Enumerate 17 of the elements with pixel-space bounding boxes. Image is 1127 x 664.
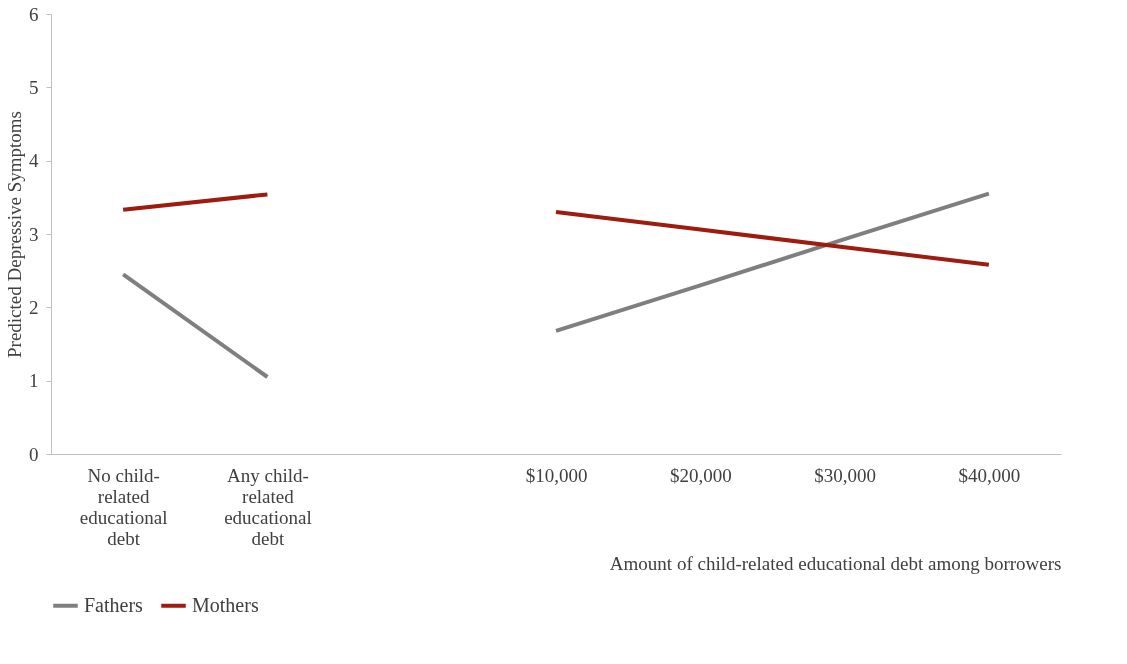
y-axis-title: Predicted Depressive Symptoms — [4, 111, 25, 358]
x-tick-label: $20,000 — [669, 464, 732, 486]
y-tick-label: 2 — [29, 296, 39, 318]
legend-label: Fathers — [84, 593, 144, 616]
y-tick-label: 1 — [29, 370, 39, 392]
y-tick-label: 3 — [29, 223, 39, 245]
x-tick-label: $30,000 — [814, 464, 876, 486]
y-tick-label: 5 — [29, 76, 39, 98]
x-tick-label: $10,000 — [525, 464, 588, 486]
x-tick-label: $40,000 — [958, 464, 1021, 486]
x-tick-label: No child-related educational debt — [79, 464, 168, 549]
x-axis-title: Amount of child-related educational debt among borrowers — [609, 552, 1062, 574]
y-tick-label: 4 — [29, 150, 39, 172]
y-tick-label: 0 — [29, 443, 39, 465]
y-tick-label: 6 — [29, 3, 39, 25]
legend-label: Mothers — [192, 593, 259, 616]
x-tick-label: Any child-related educational debt — [224, 464, 312, 549]
